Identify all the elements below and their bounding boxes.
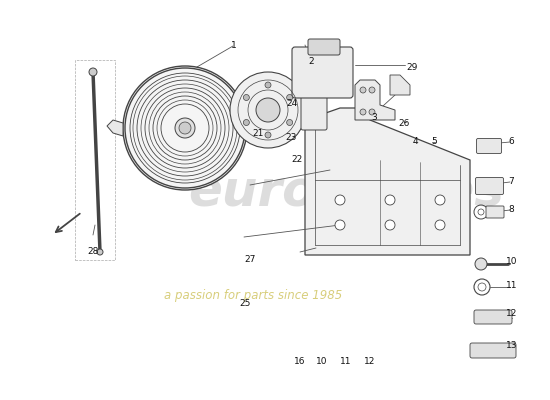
- Circle shape: [175, 118, 195, 138]
- Circle shape: [435, 220, 445, 230]
- FancyBboxPatch shape: [470, 343, 516, 358]
- Circle shape: [256, 98, 280, 122]
- Circle shape: [243, 120, 249, 126]
- Text: 10: 10: [506, 258, 517, 266]
- Circle shape: [369, 109, 375, 115]
- Circle shape: [97, 249, 103, 255]
- Circle shape: [335, 220, 345, 230]
- Circle shape: [123, 66, 247, 190]
- Text: 13: 13: [506, 342, 517, 350]
- Text: 12: 12: [506, 310, 517, 318]
- Circle shape: [360, 87, 366, 93]
- FancyBboxPatch shape: [301, 90, 327, 130]
- Polygon shape: [0, 30, 550, 220]
- Circle shape: [243, 94, 249, 100]
- Circle shape: [385, 220, 395, 230]
- Text: 12: 12: [364, 358, 375, 366]
- Text: 4: 4: [412, 138, 418, 146]
- Text: 2: 2: [308, 58, 314, 66]
- Circle shape: [335, 195, 345, 205]
- Circle shape: [179, 122, 191, 134]
- Circle shape: [360, 109, 366, 115]
- Circle shape: [435, 195, 445, 205]
- Text: 11: 11: [506, 282, 517, 290]
- FancyBboxPatch shape: [292, 47, 353, 98]
- Text: 6: 6: [509, 138, 514, 146]
- Text: 27: 27: [245, 256, 256, 264]
- Circle shape: [265, 82, 271, 88]
- Polygon shape: [390, 75, 410, 95]
- FancyBboxPatch shape: [308, 39, 340, 55]
- Text: 22: 22: [292, 156, 302, 164]
- Circle shape: [287, 94, 293, 100]
- Text: 16: 16: [294, 358, 305, 366]
- Text: 24: 24: [286, 100, 297, 108]
- Text: 28: 28: [88, 248, 99, 256]
- Text: 26: 26: [399, 120, 410, 128]
- Text: 3: 3: [371, 114, 377, 122]
- Text: 5: 5: [432, 138, 437, 146]
- Text: 1: 1: [231, 42, 236, 50]
- Polygon shape: [107, 120, 123, 136]
- Circle shape: [385, 195, 395, 205]
- FancyBboxPatch shape: [474, 310, 512, 324]
- Circle shape: [287, 120, 293, 126]
- Text: 21: 21: [253, 130, 264, 138]
- Text: eurospares: eurospares: [189, 168, 504, 216]
- Text: 8: 8: [509, 206, 514, 214]
- Text: 10: 10: [316, 358, 327, 366]
- Polygon shape: [247, 122, 265, 134]
- Circle shape: [230, 72, 306, 148]
- Circle shape: [475, 258, 487, 270]
- Circle shape: [89, 68, 97, 76]
- FancyBboxPatch shape: [486, 206, 504, 218]
- FancyBboxPatch shape: [476, 178, 503, 194]
- Circle shape: [369, 87, 375, 93]
- Polygon shape: [355, 80, 395, 120]
- Text: a passion for parts since 1985: a passion for parts since 1985: [164, 290, 342, 302]
- Text: 23: 23: [286, 134, 297, 142]
- Polygon shape: [305, 108, 470, 255]
- Text: 29: 29: [407, 64, 418, 72]
- Circle shape: [265, 132, 271, 138]
- Text: 7: 7: [509, 178, 514, 186]
- Text: 11: 11: [340, 358, 351, 366]
- Text: 25: 25: [239, 300, 250, 308]
- FancyBboxPatch shape: [476, 138, 502, 154]
- Bar: [75, 60, 115, 260]
